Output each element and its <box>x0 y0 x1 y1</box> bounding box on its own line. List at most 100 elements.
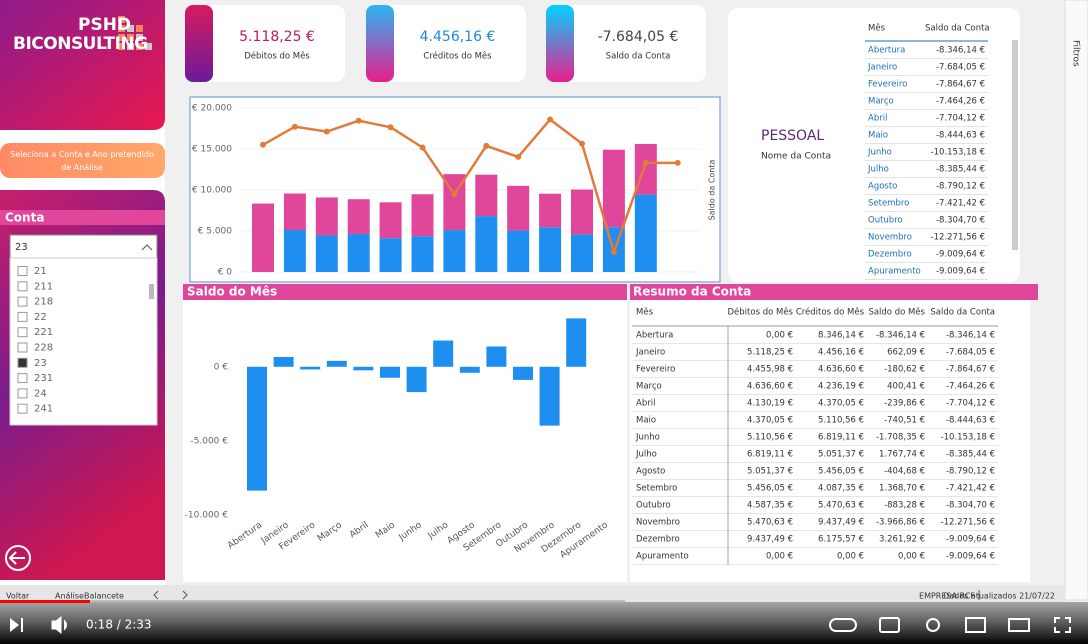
bar-chart-title: Saldo do Mês <box>187 285 277 299</box>
slicer-dropdown[interactable] <box>9 234 158 259</box>
filters-pane[interactable] <box>1064 0 1088 601</box>
value-cell: -7.684,05 € <box>936 63 985 73</box>
bar-segment <box>379 238 402 272</box>
status-bar <box>0 585 1065 602</box>
table-cell: 5.110,56 € <box>747 433 793 443</box>
checkbox[interactable] <box>17 357 28 368</box>
checkbox[interactable] <box>17 403 28 414</box>
bar-segment <box>411 236 434 272</box>
bar <box>247 366 267 491</box>
slicer-header <box>0 210 165 225</box>
filter-button[interactable] <box>0 143 165 178</box>
page-tab[interactable]: AnáliseBalancete <box>55 592 124 601</box>
month-cell[interactable]: Apuramento <box>868 267 921 277</box>
table-cell: -740,51 € <box>884 416 925 426</box>
table-cell: -7.421,42 € <box>946 484 995 494</box>
table-header: Saldo do Mês <box>868 307 925 318</box>
table-cell: -7.684,05 € <box>946 348 995 358</box>
miniplayer-button[interactable] <box>965 617 986 633</box>
table-cell: 5.470,63 € <box>747 518 793 528</box>
slicer-item[interactable]: 231 <box>34 373 53 384</box>
month-cell[interactable]: Dezembro <box>868 250 912 260</box>
table-cell: -180,62 € <box>884 365 925 375</box>
table-cell: Outubro <box>636 501 671 511</box>
next-button[interactable] <box>10 618 23 632</box>
kpi-label: Saldo da Conta <box>606 52 671 62</box>
dropdown-arrow <box>141 244 153 251</box>
month-cell[interactable]: Abertura <box>868 46 905 56</box>
settings-button[interactable] <box>926 618 940 632</box>
value-cell: -8.385,44 € <box>936 165 985 175</box>
month-cell[interactable]: Agosto <box>868 182 897 192</box>
table-cell: 1.767,74 € <box>879 450 925 460</box>
month-cell[interactable]: Janeiro <box>867 63 897 73</box>
checkbox[interactable] <box>17 327 28 338</box>
volume-button[interactable] <box>51 615 67 635</box>
autoplay-toggle[interactable] <box>829 618 857 632</box>
checkbox[interactable] <box>17 373 28 384</box>
table-cell: 6.175,57 € <box>818 535 864 545</box>
bar-segment <box>507 185 530 231</box>
page-nav[interactable] <box>153 590 188 600</box>
month-cell[interactable]: Fevereiro <box>868 80 907 90</box>
bar-chart-header <box>183 284 627 300</box>
line-point <box>515 153 522 160</box>
slicer-item[interactable]: 24 <box>34 388 47 399</box>
subtitles-button[interactable] <box>879 617 900 633</box>
month-cell[interactable]: Julho <box>867 165 889 175</box>
month-cell[interactable]: Junho <box>867 148 892 158</box>
slicer-item[interactable]: 22 <box>34 312 47 323</box>
summary-header <box>630 284 1038 300</box>
month-cell[interactable]: Março <box>868 97 894 107</box>
checkbox[interactable] <box>17 342 28 353</box>
checkbox[interactable] <box>17 296 28 307</box>
bar-segment <box>347 199 370 234</box>
checkbox[interactable] <box>17 311 28 322</box>
table-cell: 1.368,70 € <box>879 484 925 494</box>
kpi-stripe <box>366 5 394 82</box>
slicer-item[interactable]: 218 <box>34 297 53 308</box>
y-tick-label: € 0 <box>218 268 233 278</box>
table-cell: -404,68 € <box>884 467 925 477</box>
table-cell: 4.587,35 € <box>747 501 793 511</box>
table-cell: 0,00 € <box>837 552 864 562</box>
progress-played[interactable] <box>0 600 90 603</box>
fullscreen-button[interactable] <box>1054 617 1071 633</box>
month-cell[interactable]: Outubro <box>868 216 903 226</box>
slicer-item[interactable]: 21 <box>34 266 47 277</box>
month-cell[interactable]: Abril <box>868 114 887 124</box>
slicer-item[interactable]: 23 <box>34 358 47 369</box>
back-tab[interactable]: Voltar <box>6 592 30 601</box>
bar <box>486 346 507 367</box>
value-cell: -9.009,64 € <box>936 250 985 260</box>
table-scrollbar <box>1012 40 1018 250</box>
slicer-item[interactable]: 241 <box>34 404 53 415</box>
month-cell[interactable]: Maio <box>868 131 888 141</box>
back-button[interactable] <box>5 545 31 571</box>
checkbox[interactable] <box>17 281 28 292</box>
bar-segment <box>571 189 593 235</box>
slicer-item[interactable]: 221 <box>34 327 53 338</box>
table-cell: Março <box>636 382 662 392</box>
checkbox[interactable] <box>17 388 28 399</box>
bar-segment <box>539 227 562 272</box>
theater-button[interactable] <box>1008 618 1030 632</box>
line-point <box>260 141 266 148</box>
summary-table <box>630 300 1030 582</box>
month-cell[interactable]: Setembro <box>868 199 909 209</box>
table-cell: -7.464,26 € <box>946 382 995 392</box>
back-arrow <box>8 551 25 565</box>
slicer-selected: 23 <box>15 242 28 253</box>
line-point <box>419 144 426 151</box>
value-cell: -8.304,70 € <box>936 216 985 226</box>
bar <box>566 318 587 367</box>
month-cell[interactable]: Novembro <box>868 233 912 243</box>
updated: Dados atualizados 21/07/22 <box>943 592 1055 601</box>
table-cell: 4.130,19 € <box>747 399 793 409</box>
account-name: PESSOAL <box>761 128 824 144</box>
slicer-item[interactable]: 228 <box>34 343 53 354</box>
checkbox[interactable] <box>17 266 28 276</box>
bar <box>539 366 560 426</box>
slicer-item[interactable]: 211 <box>34 281 53 292</box>
list-scrollbar <box>149 284 154 299</box>
